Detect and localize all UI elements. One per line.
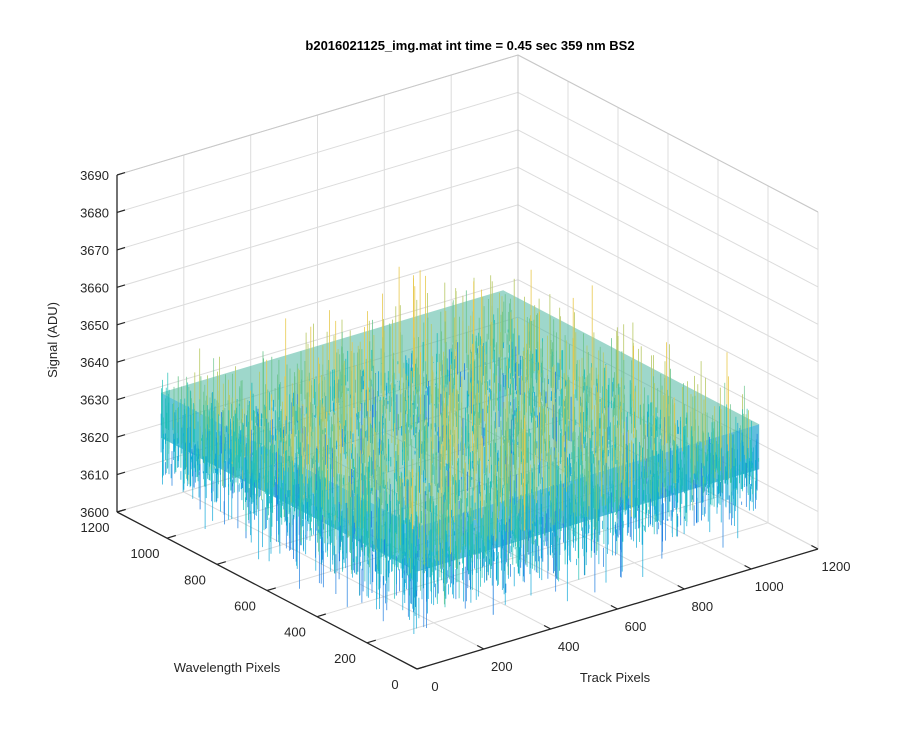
back-wall-grid-line [116, 166, 519, 288]
z-tick-mark [116, 471, 126, 476]
y-tick-label: 400 [284, 625, 306, 640]
z-tick-mark [116, 359, 126, 363]
axes-lines [116, 172, 819, 670]
z-tick-label: 3650 [80, 318, 109, 333]
back-wall-grid-line [116, 279, 519, 401]
z-tick-label: 3660 [80, 280, 109, 295]
x-tick-mark [744, 564, 752, 570]
x-tick-label: 600 [625, 619, 647, 634]
z-axis-label: Signal (ADU) [45, 302, 60, 378]
y-tick-mark [266, 587, 276, 592]
y-tick-mark [216, 561, 226, 565]
side-wall-grid-line [517, 204, 819, 363]
back-wall-grid-line [116, 204, 519, 326]
x-tick-label: 200 [491, 659, 513, 674]
box-edge [517, 54, 819, 213]
z-tick-mark [116, 509, 126, 513]
z-tick-mark [116, 284, 126, 288]
y-tick-label: 200 [334, 651, 356, 666]
side-wall-grid-line [517, 91, 819, 250]
x-tick-mark [543, 624, 551, 630]
z-tick-mark [116, 434, 126, 438]
box-edge [116, 54, 519, 176]
z-tick-label: 3630 [80, 393, 109, 408]
y-axis-label: Wavelength Pixels [174, 660, 281, 675]
x-tick-label: 0 [431, 679, 438, 694]
z-tick-label: 3600 [80, 505, 109, 520]
z-tick-label: 3690 [80, 168, 109, 183]
y-tick-label: 600 [234, 599, 256, 614]
y-tick-label: 1000 [131, 546, 160, 561]
x-axis-label: Track Pixels [580, 670, 651, 685]
chart-title: b2016021125_img.mat int time = 0.45 sec … [305, 38, 634, 53]
z-tick-label: 3610 [80, 468, 109, 483]
back-wall-grid-line [116, 129, 519, 251]
x-tick-mark [410, 664, 418, 670]
tick-labels: 0 200 400 600 800 1000 1200 0 200 400 600 800 1000 12… [80, 168, 850, 694]
y-tick-mark [166, 534, 176, 539]
data-surface [160, 266, 760, 634]
x-tick-label: 800 [691, 599, 713, 614]
z-tick-label: 3670 [80, 243, 109, 258]
side-wall-grid-line [517, 166, 819, 325]
z-tick-label: 3640 [80, 355, 109, 370]
x-tick-label: 1000 [755, 579, 784, 594]
z-tick-mark [116, 209, 126, 213]
side-wall-grid-line [517, 279, 819, 438]
x-tick-mark [811, 544, 819, 550]
y-tick-label: 0 [391, 677, 398, 692]
x-tick-mark [677, 584, 685, 590]
back-wall-grid-line [116, 91, 519, 213]
z-tick-label: 3680 [80, 205, 109, 220]
z-tick-label: 3620 [80, 430, 109, 445]
back-wall-grid-line [116, 241, 519, 363]
y-tick-label: 1200 [81, 520, 110, 535]
side-wall-grid-line [517, 241, 819, 400]
z-tick-mark [116, 246, 126, 251]
z-tick-mark [116, 172, 126, 176]
z-tick-mark [116, 321, 126, 326]
x-tick-mark [610, 604, 618, 610]
y-tick-mark [366, 639, 376, 644]
x-tick-label: 400 [558, 639, 580, 654]
side-wall-grid-line [517, 129, 819, 288]
z-tick-mark [116, 396, 126, 401]
x-tick-mark [476, 644, 485, 650]
y-tick-label: 800 [184, 572, 206, 587]
y-tick-mark [416, 665, 426, 670]
x-tick-label: 1200 [822, 559, 851, 574]
y-tick-mark [316, 613, 326, 618]
